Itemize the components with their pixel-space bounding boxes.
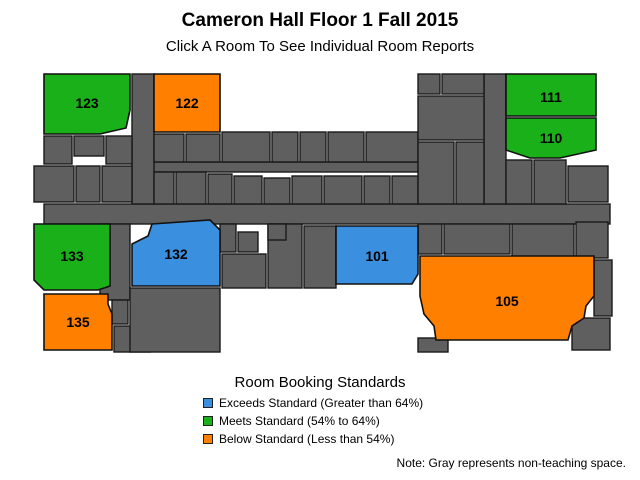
- room-uc-5: [299, 131, 327, 163]
- map-subtitle: Click A Room To See Individual Room Repo…: [165, 38, 475, 55]
- room-110[interactable]: [505, 117, 597, 159]
- room-uc-8: [153, 171, 175, 205]
- room-uc-4: [271, 131, 299, 163]
- room-uc-16: [391, 175, 419, 205]
- room-lc-6: [267, 223, 287, 241]
- room-uc-11: [233, 175, 263, 205]
- room-ur-1: [417, 73, 441, 95]
- room-132[interactable]: [131, 219, 221, 287]
- vertical-corridor-left: [131, 73, 155, 205]
- room-ul-4: [33, 165, 75, 203]
- room-ll-3: [129, 287, 221, 353]
- room-135-label: 135: [66, 314, 90, 330]
- room-132-label: 132: [164, 246, 188, 262]
- room-uc-3: [221, 131, 271, 163]
- room-uc-14: [323, 175, 363, 205]
- footnote: Note: Gray represents non-teaching space…: [396, 456, 626, 470]
- room-ul-2: [73, 135, 105, 157]
- room-lr-6: [571, 317, 611, 351]
- upper-corridor: [131, 161, 419, 173]
- room-123[interactable]: [43, 73, 131, 135]
- room-101-label: 101: [365, 248, 389, 264]
- room-ur-2: [441, 73, 485, 95]
- room-uc-7: [365, 131, 419, 163]
- room-ur-6: [505, 159, 533, 205]
- room-122[interactable]: [153, 73, 221, 133]
- room-105[interactable]: [419, 255, 595, 341]
- legend-label-exceeds: Exceeds Standard (Greater than 64%): [219, 396, 424, 410]
- room-uc-1: [153, 133, 185, 163]
- room-ul-6: [101, 165, 133, 203]
- room-135[interactable]: [43, 293, 113, 351]
- room-uc-15: [363, 175, 391, 205]
- legend: Exceeds Standard (Greater than 64%) Meet…: [203, 394, 423, 448]
- room-ul-5: [75, 165, 101, 203]
- room-lr-2: [443, 223, 511, 255]
- room-111[interactable]: [505, 73, 597, 117]
- room-105-label: 105: [495, 293, 519, 309]
- room-lr-7: [417, 337, 449, 353]
- room-110-label: 110: [540, 130, 563, 146]
- legend-item-exceeds: Exceeds Standard (Greater than 64%): [203, 394, 423, 412]
- legend-swatch-below: [203, 434, 213, 444]
- room-ll-1: [111, 299, 129, 325]
- room-ur-8: [567, 165, 609, 203]
- room-lr-3: [511, 223, 575, 261]
- teaching-rooms: 123 122 111 110 133 132 101 135 105: [33, 73, 597, 351]
- room-lr-4: [575, 221, 609, 259]
- floor-plan: 123 122 111 110 133 132 101 135 105: [33, 73, 613, 353]
- room-ur-3: [417, 95, 485, 141]
- room-122-label: 122: [175, 95, 199, 111]
- room-ur-7: [533, 159, 567, 205]
- legend-item-meets: Meets Standard (54% to 64%): [203, 412, 423, 430]
- room-ul-3: [105, 135, 133, 165]
- room-123-label: 123: [75, 95, 99, 111]
- room-ul-1: [43, 135, 73, 165]
- room-lc-5: [303, 225, 337, 289]
- room-uc-6: [327, 131, 365, 163]
- room-uc-10: [207, 173, 233, 205]
- main-corridor: [43, 203, 611, 225]
- room-uc-13: [291, 175, 323, 205]
- legend-label-meets: Meets Standard (54% to 64%): [219, 414, 380, 428]
- room-lc-3: [221, 253, 267, 289]
- room-101[interactable]: [335, 225, 419, 285]
- room-uc-9: [175, 171, 207, 205]
- room-lc-1: [219, 223, 237, 253]
- room-133[interactable]: [33, 223, 111, 291]
- non-teaching-space: [33, 73, 613, 353]
- room-133-label: 133: [60, 248, 84, 264]
- legend-title: Room Booking Standards: [234, 374, 406, 391]
- room-111-label: 111: [540, 89, 562, 105]
- room-lr-1: [417, 223, 443, 255]
- vertical-corridor-right: [483, 73, 507, 205]
- legend-item-below: Below Standard (Less than 54%): [203, 430, 423, 448]
- room-lc-2: [237, 231, 259, 253]
- room-uc-2: [185, 133, 221, 163]
- map-title: Cameron Hall Floor 1 Fall 2015: [181, 10, 459, 31]
- legend-label-below: Below Standard (Less than 54%): [219, 432, 395, 446]
- room-uc-12: [263, 177, 291, 205]
- room-ur-4: [417, 141, 455, 205]
- room-lr-5: [593, 259, 613, 317]
- room-ur-5: [455, 141, 485, 205]
- legend-swatch-exceeds: [203, 398, 213, 408]
- legend-swatch-meets: [203, 416, 213, 426]
